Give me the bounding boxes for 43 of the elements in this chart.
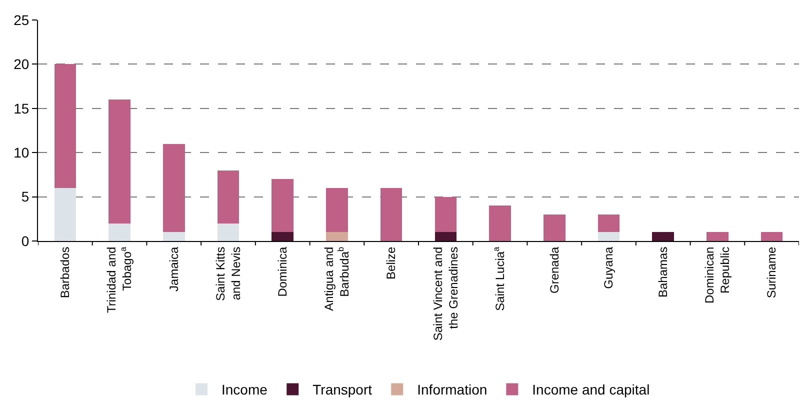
legend-label: Transport bbox=[312, 382, 372, 398]
x-tick-label: Saint Vincent and the Grenadines bbox=[430, 246, 460, 341]
bar bbox=[598, 232, 620, 241]
x-tick-label: Jamaica bbox=[166, 246, 181, 292]
bar bbox=[652, 232, 674, 241]
bar bbox=[108, 100, 130, 224]
bar bbox=[434, 232, 457, 241]
bar bbox=[108, 223, 130, 241]
bar bbox=[326, 188, 348, 232]
bar bbox=[163, 232, 185, 241]
y-tick-label: 10 bbox=[14, 144, 30, 160]
bar bbox=[326, 232, 348, 241]
bar bbox=[217, 223, 240, 241]
x-tick-label: Barbados bbox=[58, 246, 72, 298]
bar bbox=[489, 206, 511, 241]
bar bbox=[217, 170, 240, 224]
legend-label: Income bbox=[222, 382, 268, 398]
legend-label: Information bbox=[417, 382, 488, 398]
y-tick-label: 25 bbox=[14, 12, 30, 28]
y-tick-label: 15 bbox=[14, 100, 30, 116]
x-tick-label: Grenada bbox=[547, 246, 562, 294]
bar bbox=[380, 188, 402, 241]
bar bbox=[54, 188, 76, 241]
x-tick-label: Saint Kitts and Nevis bbox=[213, 246, 243, 301]
legend-label: Income and capital bbox=[532, 382, 650, 398]
x-tick-label: Belize bbox=[384, 246, 398, 280]
x-tick-label: Suriname bbox=[764, 246, 779, 298]
bar bbox=[544, 214, 566, 241]
x-tick-label: Bahamas bbox=[656, 246, 670, 298]
bar bbox=[272, 232, 294, 241]
bar bbox=[706, 232, 728, 241]
bar bbox=[434, 196, 457, 232]
y-tick-label: 0 bbox=[21, 232, 30, 249]
bar bbox=[54, 64, 76, 188]
x-tick-label: Dominica bbox=[276, 246, 290, 297]
y-tick-label: 20 bbox=[14, 56, 30, 72]
x-tick-label: Dominican Republic bbox=[702, 246, 732, 304]
bar bbox=[272, 179, 294, 232]
bar bbox=[163, 144, 185, 232]
bar bbox=[598, 214, 620, 232]
bar bbox=[760, 232, 783, 241]
x-tick-label: Guyana bbox=[602, 246, 616, 289]
y-tick-label: 5 bbox=[21, 188, 30, 205]
